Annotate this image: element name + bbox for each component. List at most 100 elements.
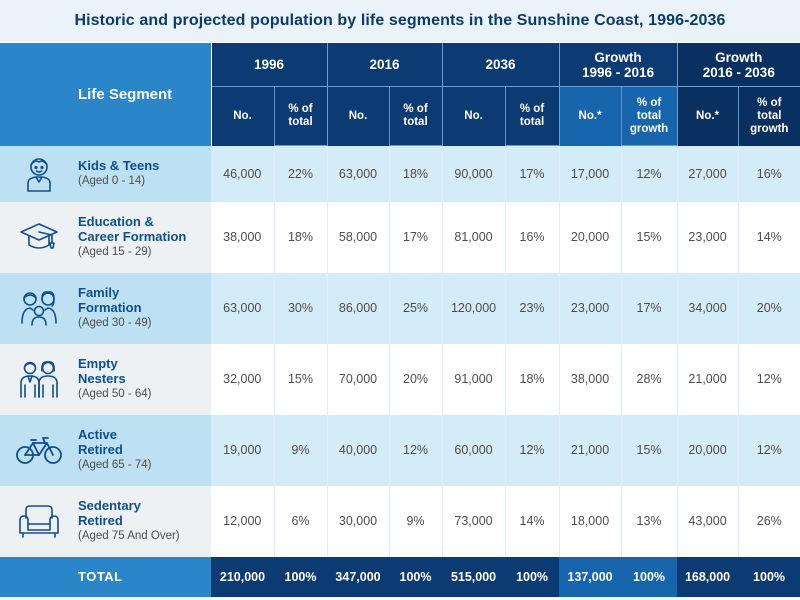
cell-no-growth-2: 43,000 [677,485,739,557]
cell-pct-growth-2: 16% [738,145,800,202]
cell-no-2016: 30,000 [327,485,390,557]
cell-pct-growth-2: 12% [738,343,800,415]
cell-no-growth-1: 17,000 [559,145,622,202]
cell-pct-growth-1: 17% [621,272,678,344]
segment-name: Education & [78,214,154,229]
cell-no-1996: 12,000 [211,485,275,557]
total-no-2036: 515,000 [442,556,506,597]
cell-pct-2036: 12% [505,414,560,486]
header-growth-2016-2036: Growth 2016 - 2036 [677,43,800,87]
cell-no-growth-2: 20,000 [677,414,739,486]
segment-cell: Active Retired (Aged 65 - 74) [0,414,211,486]
table-row: Education & Career Formation (Aged 15 - … [0,201,800,273]
header-1996: 1996 [211,43,328,87]
table-row: Sedentary Retired (Aged 75 And Over) 12,… [0,485,800,557]
cell-pct-2016: 20% [389,343,443,415]
cell-no-2016: 70,000 [327,343,390,415]
child-icon [0,155,78,193]
population-table: Life Segment 1996 2016 2036 Growth 1996 -… [0,43,800,597]
sub-no-2036: No. [442,86,506,146]
cell-pct-growth-1: 13% [621,485,678,557]
cell-no-growth-2: 34,000 [677,272,739,344]
cell-no-1996: 46,000 [211,145,275,202]
cell-no-2036: 81,000 [442,201,506,273]
cell-no-growth-1: 18,000 [559,485,622,557]
couple-icon [0,359,78,399]
cell-pct-2016: 25% [389,272,443,344]
cell-no-growth-1: 20,000 [559,201,622,273]
sub-pct-2016: % of total [389,86,443,146]
sub-pct-2036: % of total [505,86,560,146]
total-label: TOTAL [0,556,211,597]
cell-pct-growth-2: 26% [738,485,800,557]
total-no-2016: 347,000 [327,556,390,597]
sub-no-2016: No. [327,86,390,146]
segment-name: Kids & Teens [78,158,160,173]
cell-pct-2036: 16% [505,201,560,273]
cell-no-growth-2: 21,000 [677,343,739,415]
cell-no-2036: 120,000 [442,272,506,344]
segment-age: (Aged 50 - 64) [78,388,152,400]
cell-no-2016: 58,000 [327,201,390,273]
sub-pct-growth-2: % of total growth [738,86,800,146]
segment-name-line2: Career Formation [78,229,187,244]
sub-no-growth-1: No.* [559,86,622,146]
cell-pct-growth-1: 15% [621,201,678,273]
segment-name: Sedentary [78,498,141,513]
segment-name: Family [78,285,120,300]
sub-no-1996: No. [211,86,275,146]
cell-no-growth-1: 21,000 [559,414,622,486]
cell-pct-2036: 23% [505,272,560,344]
cell-pct-growth-1: 15% [621,414,678,486]
cell-no-1996: 32,000 [211,343,275,415]
cell-pct-1996: 30% [274,272,328,344]
cell-pct-2016: 9% [389,485,443,557]
cell-pct-growth-1: 28% [621,343,678,415]
cell-no-growth-2: 23,000 [677,201,739,273]
total-pct-growth-2: 100% [738,556,800,597]
segment-name-line2: Nesters [78,371,126,386]
segment-cell: Family Formation (Aged 30 - 49) [0,272,211,344]
cell-no-2036: 91,000 [442,343,506,415]
cell-no-growth-2: 27,000 [677,145,739,202]
cell-pct-2036: 17% [505,145,560,202]
total-pct-growth-1: 100% [621,556,678,597]
segment-age: (Aged 75 And Over) [78,530,180,542]
segment-cell: Kids & Teens (Aged 0 - 14) [0,145,211,202]
cell-no-2036: 90,000 [442,145,506,202]
segment-cell: Empty Nesters (Aged 50 - 64) [0,343,211,415]
cell-pct-growth-1: 12% [621,145,678,202]
table-row: Active Retired (Aged 65 - 74) 19,000 9% … [0,414,800,486]
page-title: Historic and projected population by lif… [0,0,800,42]
total-no-1996: 210,000 [211,556,274,597]
family-icon [0,289,78,327]
segment-name: Active [78,427,118,442]
cell-no-2016: 40,000 [327,414,390,486]
cell-pct-1996: 15% [274,343,328,415]
cell-no-1996: 19,000 [211,414,275,486]
total-pct-2036: 100% [505,556,560,597]
segment-age: (Aged 65 - 74) [78,459,152,471]
cell-pct-2036: 14% [505,485,560,557]
header-life-segment: Life Segment [0,43,212,146]
total-pct-1996: 100% [274,556,328,597]
cell-no-1996: 63,000 [211,272,275,344]
segment-name-line2: Formation [78,300,142,315]
cell-no-growth-1: 23,000 [559,272,622,344]
cell-no-growth-1: 38,000 [559,343,622,415]
cell-pct-growth-2: 12% [738,414,800,486]
total-pct-2016: 100% [389,556,443,597]
cell-pct-1996: 22% [274,145,328,202]
cell-pct-2016: 18% [389,145,443,202]
sub-no-growth-2: No.* [677,86,739,146]
cell-no-2016: 63,000 [327,145,390,202]
table-row: Family Formation (Aged 30 - 49) 63,000 3… [0,272,800,344]
cell-pct-2016: 12% [389,414,443,486]
segment-age: (Aged 0 - 14) [78,175,146,187]
table-row: Empty Nesters (Aged 50 - 64) 32,000 15% … [0,343,800,415]
sub-pct-growth-1: % of total growth [621,86,678,146]
cell-no-2016: 86,000 [327,272,390,344]
cell-pct-2016: 17% [389,201,443,273]
bicycle-icon [0,435,78,465]
